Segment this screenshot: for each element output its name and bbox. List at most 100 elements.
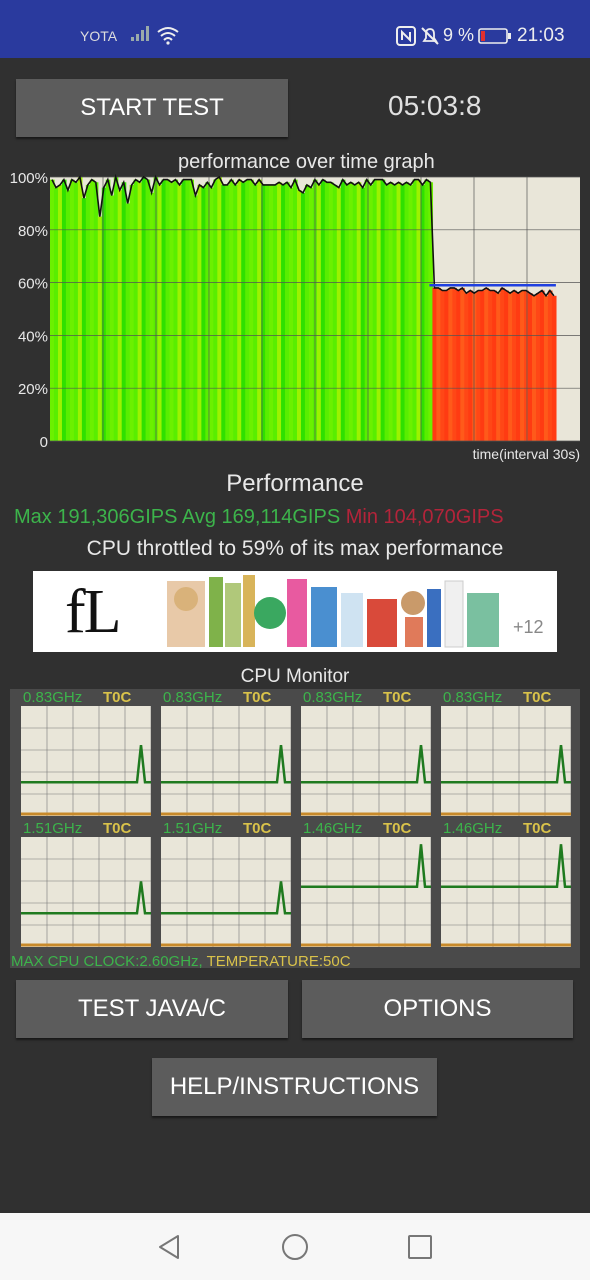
core-temperature: T0C [383, 689, 412, 706]
performance-bar [237, 179, 242, 441]
performance-bar [93, 182, 99, 441]
help-instructions-button[interactable]: HELP/INSTRUCTIONS [152, 1058, 437, 1116]
home-icon[interactable] [281, 1233, 309, 1261]
y-tick-label: 20% [18, 381, 48, 398]
performance-bar [89, 179, 95, 441]
status-bar: YOTA 9 % 21:03 [0, 0, 590, 58]
core-load-line [441, 744, 571, 784]
performance-bar [121, 182, 127, 441]
start-test-button[interactable]: START TEST [16, 79, 288, 137]
core-load-graph [301, 837, 431, 947]
performance-bar [201, 187, 206, 441]
performance-bar [157, 184, 163, 442]
wifi-icon [157, 27, 179, 45]
performance-bar [532, 295, 537, 441]
performance-bar [440, 290, 445, 441]
nfc-icon [396, 26, 416, 46]
performance-bar [57, 184, 63, 442]
core-graph-background [441, 837, 571, 947]
core-temperature: T0C [243, 820, 272, 837]
performance-bar [535, 293, 541, 441]
performance-bar [400, 184, 406, 442]
performance-bar [145, 179, 151, 441]
min-gips: Min 104,070GIPS [345, 506, 504, 528]
cpu-core-5: 1.51GHz T0C [21, 820, 151, 947]
performance-bar [53, 187, 59, 441]
max-cpu-clock: MAX CPU CLOCK:2.60GHz, [11, 953, 203, 970]
performance-bar [520, 290, 525, 441]
performance-bar [428, 182, 434, 441]
performance-bar [448, 287, 453, 441]
performance-bar [408, 184, 414, 442]
performance-bar [524, 290, 529, 441]
core-temperature: T0C [103, 689, 132, 706]
performance-bar [452, 287, 457, 441]
performance-bar [233, 184, 238, 442]
cpu-core-3: 0.83GHz T0C [301, 689, 431, 816]
performance-bar [213, 179, 218, 441]
performance-line [51, 173, 555, 298]
performance-bar [340, 179, 346, 441]
performance-bar [177, 184, 183, 442]
core-load-line [301, 744, 431, 784]
performance-bar [261, 184, 266, 442]
performance-bar [125, 203, 131, 441]
performance-bar [372, 179, 378, 441]
performance-bar [300, 192, 306, 441]
performance-bar [113, 177, 119, 441]
y-tick-label: 60% [18, 276, 48, 293]
performance-bar [543, 295, 549, 441]
performance-bar [360, 187, 366, 441]
performance-bar [245, 179, 250, 441]
core-temperature: T0C [103, 820, 132, 837]
core-load-line [441, 844, 571, 888]
core-temperature: T0C [523, 820, 552, 837]
back-icon[interactable] [156, 1234, 182, 1260]
mute-icon [421, 27, 439, 45]
performance-bar [304, 184, 310, 442]
core-load-graph [161, 837, 291, 947]
performance-bar [456, 290, 461, 441]
performance-bar [320, 179, 326, 441]
performance-bar [77, 177, 83, 441]
ad-more-count: +12 [513, 617, 544, 637]
performance-bar [468, 290, 473, 441]
performance-bar [81, 198, 87, 441]
performance-bar [396, 182, 402, 441]
core-load-line [21, 881, 151, 915]
performance-bar [336, 187, 342, 441]
performance-bar [277, 182, 282, 441]
performance-bar [376, 179, 382, 441]
performance-bar [193, 195, 198, 441]
performance-title: Performance [226, 470, 364, 497]
y-tick-label: 80% [18, 223, 48, 240]
avg-gips: Avg 169,114GIPS [181, 506, 341, 528]
core-graph-background [441, 706, 571, 816]
performance-bar [528, 293, 533, 441]
core-frequency: 0.83GHz [443, 689, 503, 706]
recents-icon[interactable] [407, 1234, 433, 1260]
performance-bar [328, 182, 334, 441]
performance-stats: Max 191,306GIPS Avg 169,114GIPS Min 104,… [14, 506, 504, 529]
options-button[interactable]: OPTIONS [302, 980, 573, 1038]
performance-bar [205, 182, 210, 441]
performance-bar [141, 177, 147, 441]
performance-bar [109, 195, 115, 441]
core-load-graph [21, 706, 151, 816]
performance-bar [496, 293, 501, 441]
performance-bar [225, 184, 230, 442]
core-load-graph [301, 706, 431, 816]
ad-banner[interactable]: fL +12 [33, 571, 557, 652]
performance-bar [161, 179, 167, 441]
test-java-c-button[interactable]: TEST JAVA/C [16, 980, 288, 1038]
performance-bar [61, 179, 67, 441]
performance-bar [101, 187, 107, 441]
performance-bar [133, 179, 139, 441]
performance-bar [551, 295, 557, 441]
cpu-core-2: 0.83GHz T0C [161, 689, 291, 816]
performance-bar [472, 293, 477, 441]
performance-bar [388, 182, 394, 441]
performance-bar [436, 287, 441, 441]
core-load-line [301, 844, 431, 888]
performance-bar [129, 184, 135, 442]
